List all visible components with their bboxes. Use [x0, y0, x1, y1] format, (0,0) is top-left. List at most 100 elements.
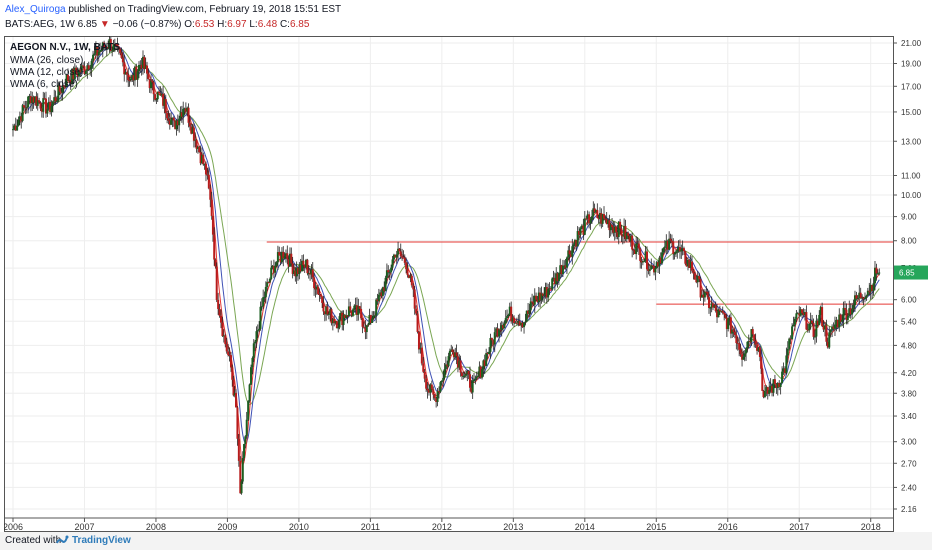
- candle-body: [875, 267, 878, 274]
- candle-body: [256, 330, 259, 332]
- candle-body: [751, 329, 754, 335]
- candle-body: [648, 269, 651, 271]
- candle-body: [420, 347, 423, 364]
- candle-body: [228, 354, 231, 356]
- candle-body: [537, 292, 540, 303]
- chart-area[interactable]: 21.00 19.00 17.00 15.00 13.00 11.00 10.00 9.00 8…: [3, 35, 932, 532]
- candle-body: [274, 265, 277, 273]
- candle-body: [423, 371, 426, 379]
- candle-body: [166, 112, 169, 119]
- candle-body: [50, 105, 53, 113]
- candle-body: [171, 117, 174, 120]
- candle-body: [175, 120, 178, 130]
- candle-body: [597, 218, 600, 220]
- candle-body: [492, 340, 495, 345]
- candle-body: [89, 68, 92, 70]
- candle-body: [391, 259, 394, 268]
- candle-body: [380, 292, 383, 296]
- candle-body: [255, 331, 258, 342]
- candle-body: [367, 324, 370, 326]
- candle-body: [635, 243, 638, 255]
- price-chart[interactable]: 21.00 19.00 17.00 15.00 13.00 11.00 10.00 9.00 8…: [3, 35, 932, 532]
- candle-body: [564, 265, 567, 268]
- candle-body: [66, 74, 69, 81]
- close-value: 6.85: [289, 19, 310, 30]
- candle-body: [762, 390, 765, 398]
- candle-body: [436, 390, 439, 402]
- candle-body: [69, 79, 72, 84]
- candle-body: [555, 273, 558, 285]
- candle-body: [680, 249, 683, 252]
- candle-body: [779, 383, 782, 388]
- candle-body: [544, 287, 547, 295]
- legend-wma12: WMA (12, close): [10, 67, 83, 78]
- candle-body: [148, 78, 151, 89]
- candle-body: [17, 119, 20, 126]
- wma12-line: [27, 45, 880, 445]
- candle-body: [77, 69, 80, 77]
- plot-border: [4, 36, 894, 532]
- candle-body: [706, 291, 709, 298]
- candle-body: [832, 326, 835, 329]
- candle-body: [529, 301, 532, 311]
- candle-body: [203, 163, 206, 165]
- candle-body: [502, 325, 505, 329]
- candle-body: [600, 213, 603, 224]
- candle-body: [335, 321, 338, 329]
- candle-body: [672, 241, 675, 255]
- candle-body: [448, 350, 451, 357]
- candle-body: [503, 323, 506, 329]
- candle-body: [217, 299, 220, 309]
- candle-body: [836, 319, 839, 328]
- candle-body: [176, 120, 179, 126]
- candle-body: [691, 261, 694, 271]
- candle-body: [372, 315, 375, 319]
- candle-body: [221, 322, 224, 337]
- candle-body: [536, 299, 539, 303]
- y-tick-label: 4.20: [901, 369, 917, 378]
- candle-body: [14, 125, 17, 131]
- candle-body: [518, 321, 521, 326]
- candle-body: [637, 243, 640, 249]
- candle-body: [80, 65, 83, 73]
- candle-body: [791, 326, 794, 340]
- candle-body: [84, 70, 87, 74]
- candle-body: [643, 261, 646, 263]
- tradingview-logo-icon[interactable]: [55, 533, 69, 547]
- y-tick-label: 8.00: [901, 237, 917, 246]
- y-tick-label: 2.70: [901, 459, 917, 468]
- candle-body: [160, 93, 163, 96]
- candle-body: [677, 247, 680, 250]
- candle-body: [287, 259, 290, 267]
- candle-body: [384, 277, 387, 292]
- x-axis[interactable]: 2006 2007 2008 2009 2010 2011 2012 2013 2014 2015…: [3, 517, 893, 532]
- candle-body: [549, 288, 552, 290]
- candle-body: [567, 250, 570, 258]
- candle-body: [313, 277, 316, 289]
- candle-body: [376, 299, 379, 302]
- candle-body: [856, 298, 859, 300]
- candle-body: [589, 219, 592, 224]
- candle-body: [464, 373, 467, 376]
- y-axis[interactable]: 21.00 19.00 17.00 15.00 13.00 11.00 10.00 9.00 8…: [893, 39, 922, 514]
- tradingview-brand[interactable]: TradingView: [72, 535, 131, 546]
- candle-body: [417, 331, 420, 350]
- candle-body: [809, 320, 812, 324]
- y-tick-label: 13.00: [901, 137, 922, 146]
- candle-body: [613, 226, 616, 233]
- candle-body: [745, 348, 748, 354]
- candle-body: [435, 398, 438, 402]
- candle-body: [548, 288, 551, 290]
- candle-body: [68, 79, 71, 81]
- candle-body: [128, 80, 131, 82]
- candle-body: [878, 272, 881, 274]
- author-link[interactable]: Alex_Quiroga: [5, 4, 66, 15]
- candle-body: [458, 360, 461, 368]
- candle-body: [668, 238, 671, 250]
- candle-body: [826, 341, 829, 348]
- candle-body: [721, 310, 724, 313]
- candle-body: [861, 297, 864, 299]
- candle-body: [750, 329, 753, 342]
- candle-body: [163, 99, 166, 106]
- candle-body: [498, 329, 501, 337]
